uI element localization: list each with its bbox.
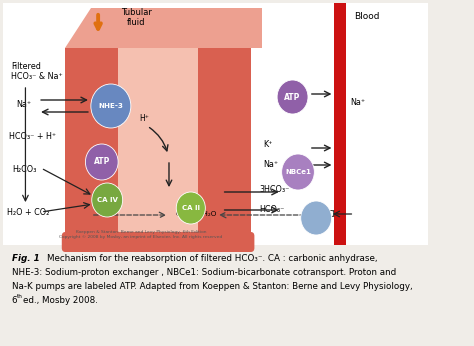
Text: ATP: ATP: [93, 157, 110, 166]
Circle shape: [91, 84, 131, 128]
Text: Fig. 1: Fig. 1: [12, 254, 39, 263]
Text: NHE-3: Sodium-proton exchanger , NBCe1: Sodium-bicarbonate cotransport. Proton a: NHE-3: Sodium-proton exchanger , NBCe1: …: [12, 268, 396, 277]
Text: K⁺: K⁺: [264, 140, 273, 149]
Text: Copyright © 2008 by Mosby, an imprint of Elsevier, Inc. All rights reserved: Copyright © 2008 by Mosby, an imprint of…: [59, 235, 222, 239]
Text: th: th: [17, 294, 23, 299]
Polygon shape: [65, 8, 262, 48]
Circle shape: [176, 192, 205, 224]
Text: Blood: Blood: [355, 12, 380, 21]
Text: CA IV: CA IV: [97, 197, 118, 203]
Text: ATP: ATP: [284, 92, 301, 101]
Text: 6: 6: [12, 296, 18, 305]
Text: NBCe1: NBCe1: [285, 169, 311, 175]
Text: Tubular
fluid: Tubular fluid: [121, 8, 152, 27]
Text: ed., Mosby 2008.: ed., Mosby 2008.: [23, 296, 98, 305]
Text: Mechanism for the reabsorption of filtered HCO₃⁻. CA : carbonic anhydrase,: Mechanism for the reabsorption of filter…: [47, 254, 378, 263]
Text: + H₂O: + H₂O: [193, 211, 216, 217]
Text: H⁺: H⁺: [139, 114, 149, 123]
Text: H₂O + CO₂: H₂O + CO₂: [7, 208, 50, 217]
FancyBboxPatch shape: [198, 48, 251, 240]
FancyBboxPatch shape: [118, 48, 198, 240]
Text: Na⁺: Na⁺: [264, 160, 279, 169]
Text: Filtered: Filtered: [11, 62, 41, 71]
FancyBboxPatch shape: [65, 48, 118, 240]
FancyBboxPatch shape: [3, 3, 428, 245]
Text: Na⁺: Na⁺: [350, 98, 365, 107]
Circle shape: [85, 144, 118, 180]
Text: Koeppen & Stanton: Berne and Levy Physiology, 6th Edition: Koeppen & Stanton: Berne and Levy Physio…: [75, 230, 206, 234]
Circle shape: [277, 80, 308, 114]
Text: 3HCO₃⁻: 3HCO₃⁻: [259, 185, 289, 194]
Bar: [334, 3, 346, 245]
Text: CA II: CA II: [182, 205, 200, 211]
Text: H₂CO₃: H₂CO₃: [13, 165, 37, 174]
Circle shape: [282, 154, 314, 190]
Text: HCO₃⁻ & Na⁺: HCO₃⁻ & Na⁺: [11, 72, 63, 81]
Text: HCO₃⁻ + H⁺: HCO₃⁻ + H⁺: [9, 132, 56, 141]
FancyBboxPatch shape: [62, 232, 255, 252]
Text: NHE-3: NHE-3: [99, 103, 123, 109]
Text: Na-K pumps are labeled ATP. Adapted from Koeppen & Stanton: Berne and Levy Physi: Na-K pumps are labeled ATP. Adapted from…: [12, 282, 412, 291]
Circle shape: [92, 183, 123, 217]
Text: Cl⁻: Cl⁻: [327, 210, 339, 219]
Text: Na⁺: Na⁺: [17, 100, 31, 109]
Circle shape: [301, 201, 332, 235]
Text: CO₂: CO₂: [175, 211, 189, 217]
Text: HCO₃⁻: HCO₃⁻: [259, 205, 284, 214]
